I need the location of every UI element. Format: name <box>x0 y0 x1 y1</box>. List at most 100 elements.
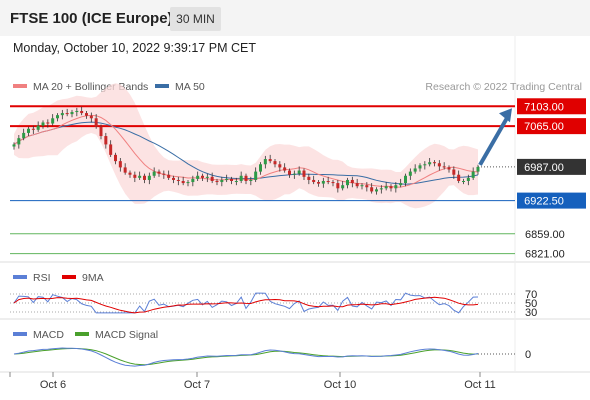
bollinger-band <box>14 83 478 209</box>
candle-body <box>147 175 151 180</box>
rsi-level-label: 70 <box>525 289 537 301</box>
macd-zero-label: 0 <box>525 349 531 361</box>
candle-body <box>215 181 219 183</box>
x-tick-label: Oct 6 <box>40 379 66 391</box>
candle-body <box>191 178 195 183</box>
candle-body <box>89 115 93 119</box>
candle-body <box>307 176 311 180</box>
x-tick-label: Oct 7 <box>184 379 210 391</box>
candle-body <box>326 181 330 183</box>
candle-body <box>360 185 364 187</box>
candle-body <box>138 175 142 178</box>
candle-body <box>104 136 108 145</box>
candle-body <box>186 182 190 184</box>
level-label-1: 7065.00 <box>524 121 564 133</box>
candle-body <box>133 174 137 178</box>
candle-body <box>118 161 122 168</box>
candle-body <box>413 168 417 172</box>
ma50-legend-label: MA 50 <box>175 81 205 93</box>
candle-body <box>225 178 229 180</box>
level-label-0: 7103.00 <box>524 101 564 113</box>
candle-body <box>181 181 185 184</box>
candle-body <box>80 110 84 114</box>
candle-body <box>128 172 132 175</box>
level-tag-2 <box>517 158 586 175</box>
candle-body <box>471 171 475 178</box>
candle-body <box>302 170 306 177</box>
rsi-ma-legend-swatch <box>62 275 76 279</box>
candle-body <box>17 138 21 145</box>
candle-body <box>196 175 200 179</box>
candle-body <box>336 183 340 189</box>
candle-body <box>172 177 175 180</box>
candle-body <box>442 166 446 168</box>
candle-body <box>379 188 383 190</box>
candle-body <box>123 167 127 173</box>
candle-body <box>437 163 441 167</box>
rsi-ma-line <box>13 296 479 314</box>
candle-body <box>317 182 320 184</box>
candle-body <box>375 189 378 192</box>
candle-body <box>268 159 272 162</box>
candle-body <box>476 166 480 172</box>
candle-body <box>234 181 238 182</box>
candle-body <box>273 161 277 165</box>
candle-body <box>239 175 243 181</box>
candle-body <box>283 167 287 171</box>
copyright-label: Research © 2022 Trading Central <box>425 81 582 93</box>
x-tick-label: Oct 10 <box>324 379 356 391</box>
candle-body <box>176 179 180 181</box>
candle-body <box>399 183 403 186</box>
candle-body <box>389 186 393 189</box>
candle-body <box>259 164 262 172</box>
candle-body <box>51 118 55 124</box>
level-label-2: 6987.00 <box>524 162 564 174</box>
candle-body <box>85 113 88 116</box>
candle-body <box>278 164 282 168</box>
candle-body <box>350 179 354 184</box>
candle-body <box>41 122 45 126</box>
ma20-legend-swatch <box>13 84 27 88</box>
ma20-legend-label: MA 20 + Bollinger Bands <box>33 81 148 93</box>
candle-body <box>384 186 388 189</box>
candle-body <box>230 178 233 181</box>
candle-body <box>109 144 113 155</box>
candle-body <box>263 159 267 165</box>
candle-body <box>249 179 253 181</box>
level-tag-0 <box>517 98 586 115</box>
candle-body <box>331 182 335 184</box>
candle-body <box>70 112 74 115</box>
candle-body <box>99 126 103 137</box>
rsi-level-label: 50 <box>525 298 537 310</box>
rsi-line <box>13 292 479 314</box>
timestamp-label: Monday, October 10, 2022 9:39:17 PM CET <box>13 41 256 55</box>
candle-body <box>288 170 291 175</box>
forecast-arrow-shaft <box>478 115 510 166</box>
level-label-3: 6922.50 <box>524 196 564 208</box>
candle-body <box>466 177 470 181</box>
candle-body <box>22 132 26 139</box>
level-label-5: 6821.00 <box>525 249 565 261</box>
level-tag-1 <box>517 118 586 135</box>
candle-body <box>394 185 398 189</box>
candle-body <box>341 185 345 189</box>
candle-body <box>365 185 369 188</box>
candle-body <box>205 176 209 178</box>
macd-signal-legend-swatch <box>75 332 89 336</box>
candle-body <box>60 113 64 116</box>
candle-body <box>94 118 98 127</box>
candles <box>12 106 480 195</box>
rsi-ma-legend-label: 9MA <box>82 272 104 284</box>
candle-body <box>355 183 359 187</box>
candle-body <box>31 128 35 130</box>
candle-body <box>12 144 16 147</box>
candle-body <box>75 110 79 113</box>
macd-signal-legend-label: MACD Signal <box>95 329 158 341</box>
candle-body <box>162 173 166 175</box>
candle-body <box>244 175 248 181</box>
candle-body <box>201 175 204 178</box>
candle-body <box>152 171 156 176</box>
interval-button[interactable]: 30 MIN <box>170 7 221 31</box>
candle-body <box>46 122 50 124</box>
candle-body <box>157 171 161 174</box>
